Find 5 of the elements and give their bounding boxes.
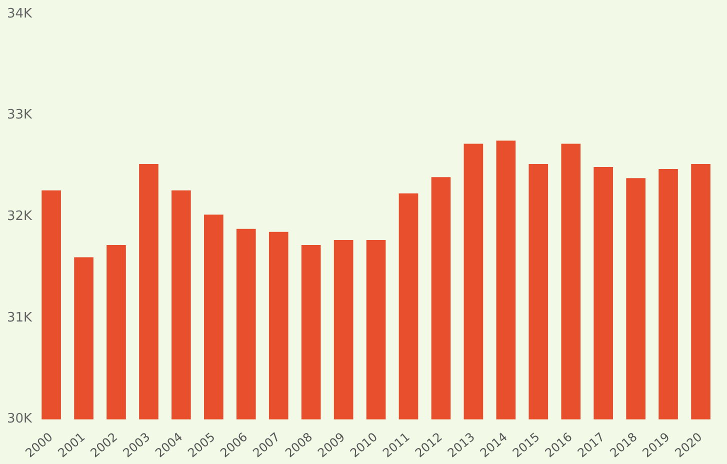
y-tick-label: 33K	[6, 108, 33, 123]
y-tick-label: 30K	[6, 412, 33, 427]
y-tick-label: 32K	[6, 209, 33, 224]
y-tick-label: 34K	[6, 6, 33, 22]
y-tick-label: 31K	[6, 310, 33, 326]
